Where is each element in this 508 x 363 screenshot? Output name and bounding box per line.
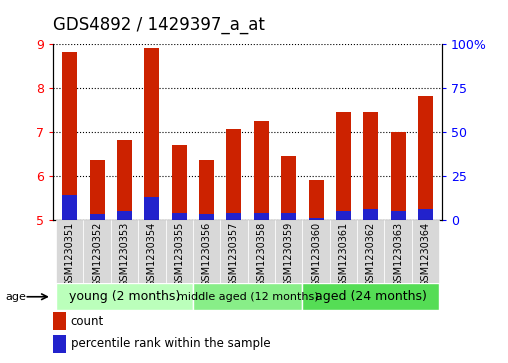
Bar bbox=[138, 220, 166, 283]
Bar bbox=[281, 156, 296, 220]
Text: GSM1230357: GSM1230357 bbox=[229, 221, 239, 287]
Bar bbox=[412, 220, 439, 283]
Bar bbox=[199, 160, 214, 220]
Text: GSM1230355: GSM1230355 bbox=[174, 221, 184, 287]
Bar bbox=[227, 129, 241, 220]
Bar bbox=[330, 220, 357, 283]
Bar bbox=[302, 283, 439, 310]
Text: GSM1230359: GSM1230359 bbox=[283, 221, 294, 287]
Bar bbox=[172, 145, 187, 220]
Bar bbox=[275, 220, 302, 283]
Bar bbox=[385, 220, 412, 283]
Bar bbox=[166, 220, 193, 283]
Text: GSM1230361: GSM1230361 bbox=[338, 221, 348, 287]
Bar bbox=[254, 121, 269, 220]
Bar bbox=[89, 214, 105, 220]
Bar bbox=[220, 220, 248, 283]
Bar bbox=[111, 220, 138, 283]
Bar bbox=[53, 312, 66, 330]
Text: GSM1230354: GSM1230354 bbox=[147, 221, 157, 287]
Text: GSM1230351: GSM1230351 bbox=[65, 221, 75, 287]
Text: GSM1230358: GSM1230358 bbox=[257, 221, 266, 287]
Bar bbox=[227, 213, 241, 220]
Bar bbox=[418, 209, 433, 220]
Bar bbox=[144, 197, 160, 220]
Text: GSM1230352: GSM1230352 bbox=[92, 221, 102, 287]
Text: GSM1230356: GSM1230356 bbox=[202, 221, 212, 287]
Bar bbox=[418, 97, 433, 220]
Text: percentile rank within the sample: percentile rank within the sample bbox=[71, 337, 270, 350]
Text: aged (24 months): aged (24 months) bbox=[315, 290, 427, 303]
Text: GDS4892 / 1429397_a_at: GDS4892 / 1429397_a_at bbox=[53, 16, 265, 34]
Text: middle aged (12 months): middle aged (12 months) bbox=[177, 292, 319, 302]
Bar bbox=[302, 220, 330, 283]
Bar bbox=[254, 213, 269, 220]
Bar bbox=[172, 213, 187, 220]
Bar bbox=[117, 140, 132, 220]
Text: GSM1230364: GSM1230364 bbox=[421, 221, 431, 287]
Bar bbox=[89, 160, 105, 220]
Bar bbox=[193, 220, 220, 283]
Bar bbox=[56, 220, 83, 283]
Bar bbox=[308, 218, 324, 220]
Text: GSM1230360: GSM1230360 bbox=[311, 221, 321, 287]
Bar bbox=[363, 112, 378, 220]
Text: GSM1230362: GSM1230362 bbox=[366, 221, 376, 287]
Bar bbox=[247, 220, 275, 283]
Bar bbox=[336, 211, 351, 220]
Bar bbox=[391, 211, 406, 220]
Bar bbox=[117, 211, 132, 220]
Text: count: count bbox=[71, 315, 104, 328]
Bar bbox=[193, 283, 302, 310]
Bar bbox=[62, 52, 77, 220]
Bar bbox=[62, 195, 77, 220]
Bar bbox=[53, 335, 66, 353]
Text: young (2 months): young (2 months) bbox=[69, 290, 180, 303]
Bar bbox=[281, 213, 296, 220]
Text: age: age bbox=[5, 292, 26, 302]
Bar bbox=[357, 220, 385, 283]
Bar bbox=[336, 112, 351, 220]
Bar bbox=[83, 220, 111, 283]
Bar bbox=[56, 283, 193, 310]
Bar bbox=[199, 214, 214, 220]
Bar bbox=[144, 48, 160, 220]
Text: GSM1230363: GSM1230363 bbox=[393, 221, 403, 287]
Bar bbox=[363, 209, 378, 220]
Text: GSM1230353: GSM1230353 bbox=[119, 221, 130, 287]
Bar bbox=[391, 131, 406, 220]
Bar bbox=[308, 180, 324, 220]
